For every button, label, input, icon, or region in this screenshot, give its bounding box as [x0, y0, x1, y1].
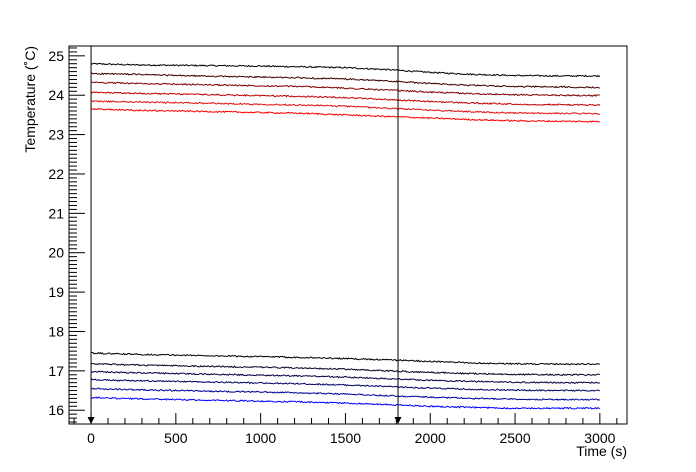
series-line-2 [90, 72, 600, 89]
y-tick-label: 16 [48, 402, 64, 418]
series-lines [90, 62, 601, 410]
series-line-11 [90, 387, 601, 401]
x-tick-label: 500 [164, 430, 188, 446]
x-tick-label: 2500 [499, 430, 530, 446]
series-line-4 [90, 91, 601, 107]
y-tick-label: 23 [48, 127, 64, 143]
series-line-9 [90, 370, 600, 384]
marker-lines [87, 46, 402, 424]
x-tick-label: 3000 [584, 430, 615, 446]
y-tick-label: 22 [48, 166, 64, 182]
y-tick-label: 17 [48, 363, 64, 379]
series-line-1 [90, 62, 601, 78]
x-tick-label: 1500 [330, 430, 361, 446]
x-tick-label: 1000 [245, 430, 276, 446]
series-line-10 [90, 378, 601, 392]
x-tick-label: 0 [87, 430, 95, 446]
plot-frame [68, 45, 628, 425]
y-tick-label: 19 [48, 284, 64, 300]
marker-arrow-2 [394, 417, 402, 424]
x-axis-label: Time (s) [576, 443, 627, 459]
y-tick-label: 20 [48, 245, 64, 261]
y-tick-label: 18 [48, 323, 64, 339]
minor-ticks [69, 47, 618, 424]
series-line-5 [90, 99, 601, 115]
y-tick-label: 21 [48, 205, 64, 221]
x-tick-labels: 0 500 1000 1500 2000 2500 3000 [87, 430, 615, 446]
y-tick-label: 25 [48, 48, 64, 64]
y-axis-label: Temperature (˚C) [22, 46, 38, 153]
series-line-8 [90, 362, 600, 377]
y-tick-label: 24 [48, 87, 64, 103]
series-line-3 [90, 81, 600, 98]
series-line-6 [90, 108, 600, 123]
y-tick-labels: 16 17 18 19 20 21 22 23 24 25 [48, 48, 64, 418]
series-line-7 [91, 351, 600, 366]
series-line-12 [90, 396, 601, 410]
x-tick-label: 2000 [415, 430, 446, 446]
marker-arrow-1 [87, 417, 95, 424]
